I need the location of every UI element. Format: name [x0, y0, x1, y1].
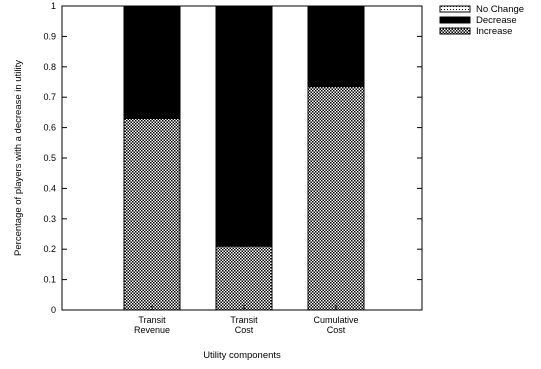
legend-label-increase: Increase: [476, 26, 512, 37]
legend-swatch-decrease: [439, 16, 471, 24]
y-tick-label: 0.8: [43, 62, 56, 72]
x-tick-label: Cost: [327, 325, 346, 335]
x-tick-label: Cost: [235, 325, 254, 335]
y-tick-label: 0.6: [43, 123, 56, 133]
x-tick-label: Transit: [138, 315, 166, 325]
y-tick-label: 0.9: [43, 31, 56, 41]
plot-frame: [61, 5, 423, 311]
y-tick-label: 0: [51, 305, 56, 315]
bar-increase-1: [123, 117, 181, 311]
y-tick-label: 1: [51, 1, 56, 11]
y-axis-ticks: 0 0.1 0.2 0.3 0.4 0.5 0.6 0.7 0.8 0.9 1: [43, 1, 422, 315]
bar-decrease-1: [123, 5, 181, 119]
x-tick-label: Transit: [230, 315, 258, 325]
bar-increase-2: [215, 245, 273, 311]
bar-decrease-2: [215, 5, 273, 247]
x-tick-label: Revenue: [134, 325, 170, 335]
bars-group: [123, 5, 365, 311]
y-tick-label: 0.3: [43, 214, 56, 224]
y-axis-label: Percentage of players with a decrease in…: [13, 60, 24, 256]
bar-increase-3: [307, 86, 365, 311]
legend-label-decrease: Decrease: [476, 15, 517, 26]
legend-label-no-change: No Change: [476, 4, 524, 15]
x-axis-label: Utility components: [203, 350, 281, 361]
y-tick-label: 0.5: [43, 153, 56, 163]
x-tick-label: Cumulative: [313, 315, 358, 325]
bar-decrease-3: [307, 5, 365, 88]
y-tick-label: 0.1: [43, 275, 56, 285]
y-tick-label: 0.7: [43, 92, 56, 102]
legend-swatch-no-change: [439, 5, 471, 13]
y-tick-label: 0.2: [43, 244, 56, 254]
legend-swatch-increase: [439, 27, 471, 35]
y-tick-label: 0.4: [43, 183, 56, 193]
